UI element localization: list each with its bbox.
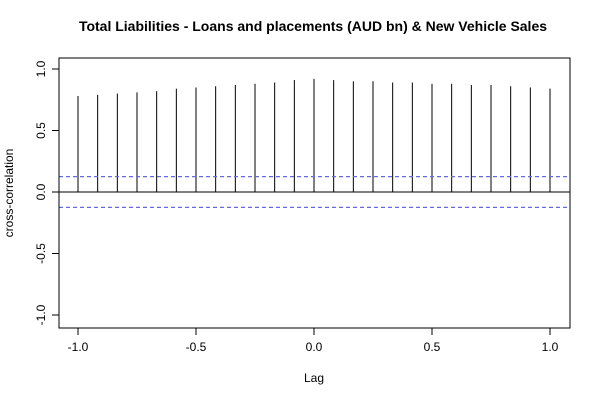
y-axis-label: cross-correlation xyxy=(2,149,16,238)
y-tick-label: -1.0 xyxy=(34,304,48,325)
x-tick-label: 1.0 xyxy=(542,340,559,354)
y-tick-label: 0.5 xyxy=(34,122,48,139)
spike-series xyxy=(77,78,551,192)
chart-title: Total Liabilities - Loans and placements… xyxy=(79,18,547,34)
x-tick-label: 0.5 xyxy=(424,340,441,354)
x-tick-label: 0.0 xyxy=(306,340,323,354)
y-tick-label: 0.0 xyxy=(34,183,48,200)
reference-lines xyxy=(59,176,570,208)
x-tick-label: -0.5 xyxy=(186,340,207,354)
y-axis: -1.0 -0.5 0.0 0.5 1.0 xyxy=(34,60,60,325)
x-tick-label: -1.0 xyxy=(68,340,89,354)
x-axis: -1.0 -0.5 0.0 0.5 1.0 xyxy=(68,327,559,354)
y-tick-label: -0.5 xyxy=(34,243,48,264)
x-axis-label: Lag xyxy=(304,371,324,385)
y-tick-label: 1.0 xyxy=(34,60,48,77)
